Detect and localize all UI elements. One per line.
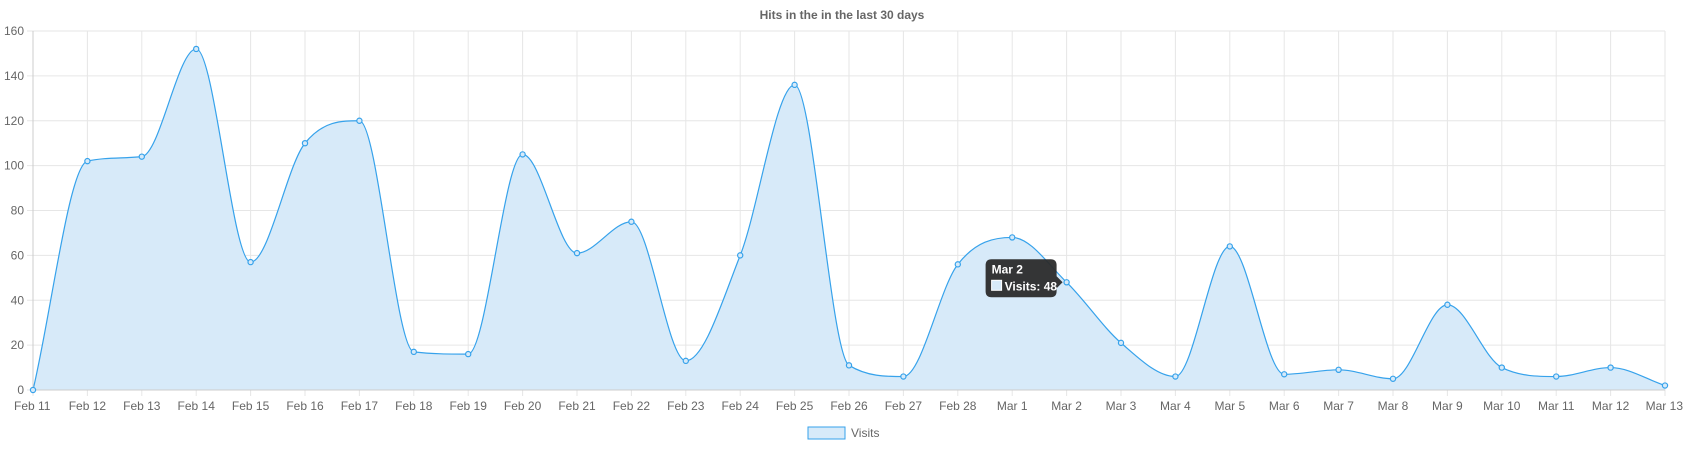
data-point[interactable] (1280, 371, 1288, 378)
data-point[interactable] (1498, 364, 1506, 371)
data-point[interactable] (410, 348, 417, 356)
x-axis-ticks: Feb 11 Feb 12 Feb 13 Feb 14 Feb 15 Feb 16 Feb … (14, 399, 1683, 413)
tooltip-title: Mar 2 (992, 262, 1024, 276)
tooltip: Mar 2 Visits: 48 (985, 259, 1063, 298)
x-tick-label: Mar 12 (1592, 399, 1630, 413)
x-tick-label: Feb 14 (178, 399, 216, 413)
y-axis-ticks: 0 20 40 60 80 100 120 140 160 (4, 24, 24, 397)
x-tick-label: Feb 11 (14, 399, 51, 413)
y-tick-label: 100 (4, 159, 24, 173)
data-point[interactable] (1661, 382, 1669, 389)
x-tick-label: Feb 28 (939, 399, 977, 413)
tooltip-box (985, 259, 1063, 298)
data-point[interactable] (1552, 373, 1560, 380)
x-tick-label: Feb 24 (722, 399, 760, 413)
data-points (29, 45, 1669, 394)
x-tick-label: Mar 6 (1269, 399, 1300, 413)
data-point[interactable] (138, 153, 145, 160)
x-tick-label: Mar 2 (1051, 399, 1082, 413)
x-tick-label: Feb 22 (613, 399, 651, 413)
data-point[interactable] (845, 362, 853, 369)
data-point[interactable] (737, 252, 744, 259)
y-tick-label: 40 (11, 293, 25, 307)
x-tick-label: Mar 9 (1432, 399, 1463, 413)
data-point[interactable] (1444, 301, 1451, 308)
y-tick-label: 80 (11, 204, 25, 218)
legend-label-visits[interactable]: Visits (851, 426, 879, 440)
x-tick-label: Mar 8 (1378, 399, 1409, 413)
y-tick-label: 60 (11, 248, 25, 262)
x-tick-label: Feb 20 (504, 399, 542, 413)
data-point[interactable] (1226, 243, 1234, 250)
data-point[interactable] (1607, 364, 1614, 371)
legend-swatch-visits[interactable] (807, 426, 846, 440)
data-point[interactable] (1335, 366, 1342, 374)
x-tick-label: Feb 12 (69, 399, 107, 413)
series-area-visits (33, 48, 1665, 390)
y-tick-label: 160 (4, 24, 24, 38)
data-point[interactable] (628, 218, 635, 225)
x-tick-label: Mar 1 (997, 399, 1028, 413)
data-point[interactable] (1172, 373, 1179, 380)
x-tick-label: Mar 3 (1106, 399, 1137, 413)
data-point[interactable] (192, 45, 200, 53)
data-point[interactable] (1009, 234, 1016, 241)
data-point[interactable] (356, 117, 363, 124)
x-tick-label: Feb 23 (667, 399, 705, 413)
x-tick-label: Feb 27 (885, 399, 923, 413)
x-tick-label: Feb 16 (286, 399, 324, 413)
x-tick-label: Feb 25 (776, 399, 814, 413)
x-tick-label: Feb 21 (558, 399, 596, 413)
data-point[interactable] (247, 258, 254, 266)
data-point[interactable] (84, 157, 91, 165)
data-point[interactable] (1117, 339, 1125, 347)
data-point[interactable] (519, 151, 526, 158)
x-tick-label: Feb 17 (341, 399, 379, 413)
data-point[interactable] (954, 261, 962, 268)
legend[interactable]: Visits (807, 426, 879, 440)
y-tick-label: 140 (4, 69, 24, 83)
x-tick-label: Mar 11 (1538, 399, 1575, 413)
data-point[interactable] (900, 373, 907, 380)
chart-title: Hits in the in the last 30 days (760, 8, 925, 22)
x-tick-label: Feb 13 (123, 399, 161, 413)
x-tick-label: Feb 26 (830, 399, 868, 413)
x-tick-label: Feb 19 (450, 399, 488, 413)
data-point[interactable] (791, 81, 798, 89)
x-tick-label: Mar 10 (1483, 399, 1521, 413)
data-point[interactable] (1389, 375, 1397, 382)
x-tick-label: Feb 18 (395, 399, 433, 413)
tooltip-label: Visits: 48 (1005, 279, 1058, 293)
data-point[interactable] (301, 139, 309, 147)
data-point[interactable] (682, 357, 690, 365)
y-tick-label: 20 (11, 338, 25, 352)
data-point[interactable] (573, 249, 581, 257)
x-tick-label: Mar 13 (1646, 399, 1684, 413)
data-point[interactable] (29, 386, 37, 394)
tooltip-swatch (991, 279, 1003, 291)
x-tick-label: Mar 7 (1323, 399, 1354, 413)
x-tick-label: Feb 15 (232, 399, 270, 413)
data-point[interactable] (465, 350, 472, 358)
y-tick-label: 120 (4, 114, 24, 128)
y-tick-label: 0 (17, 383, 24, 397)
data-point[interactable] (1063, 279, 1070, 286)
x-tick-label: Mar 5 (1214, 399, 1245, 413)
x-tick-label: Mar 4 (1160, 399, 1191, 413)
